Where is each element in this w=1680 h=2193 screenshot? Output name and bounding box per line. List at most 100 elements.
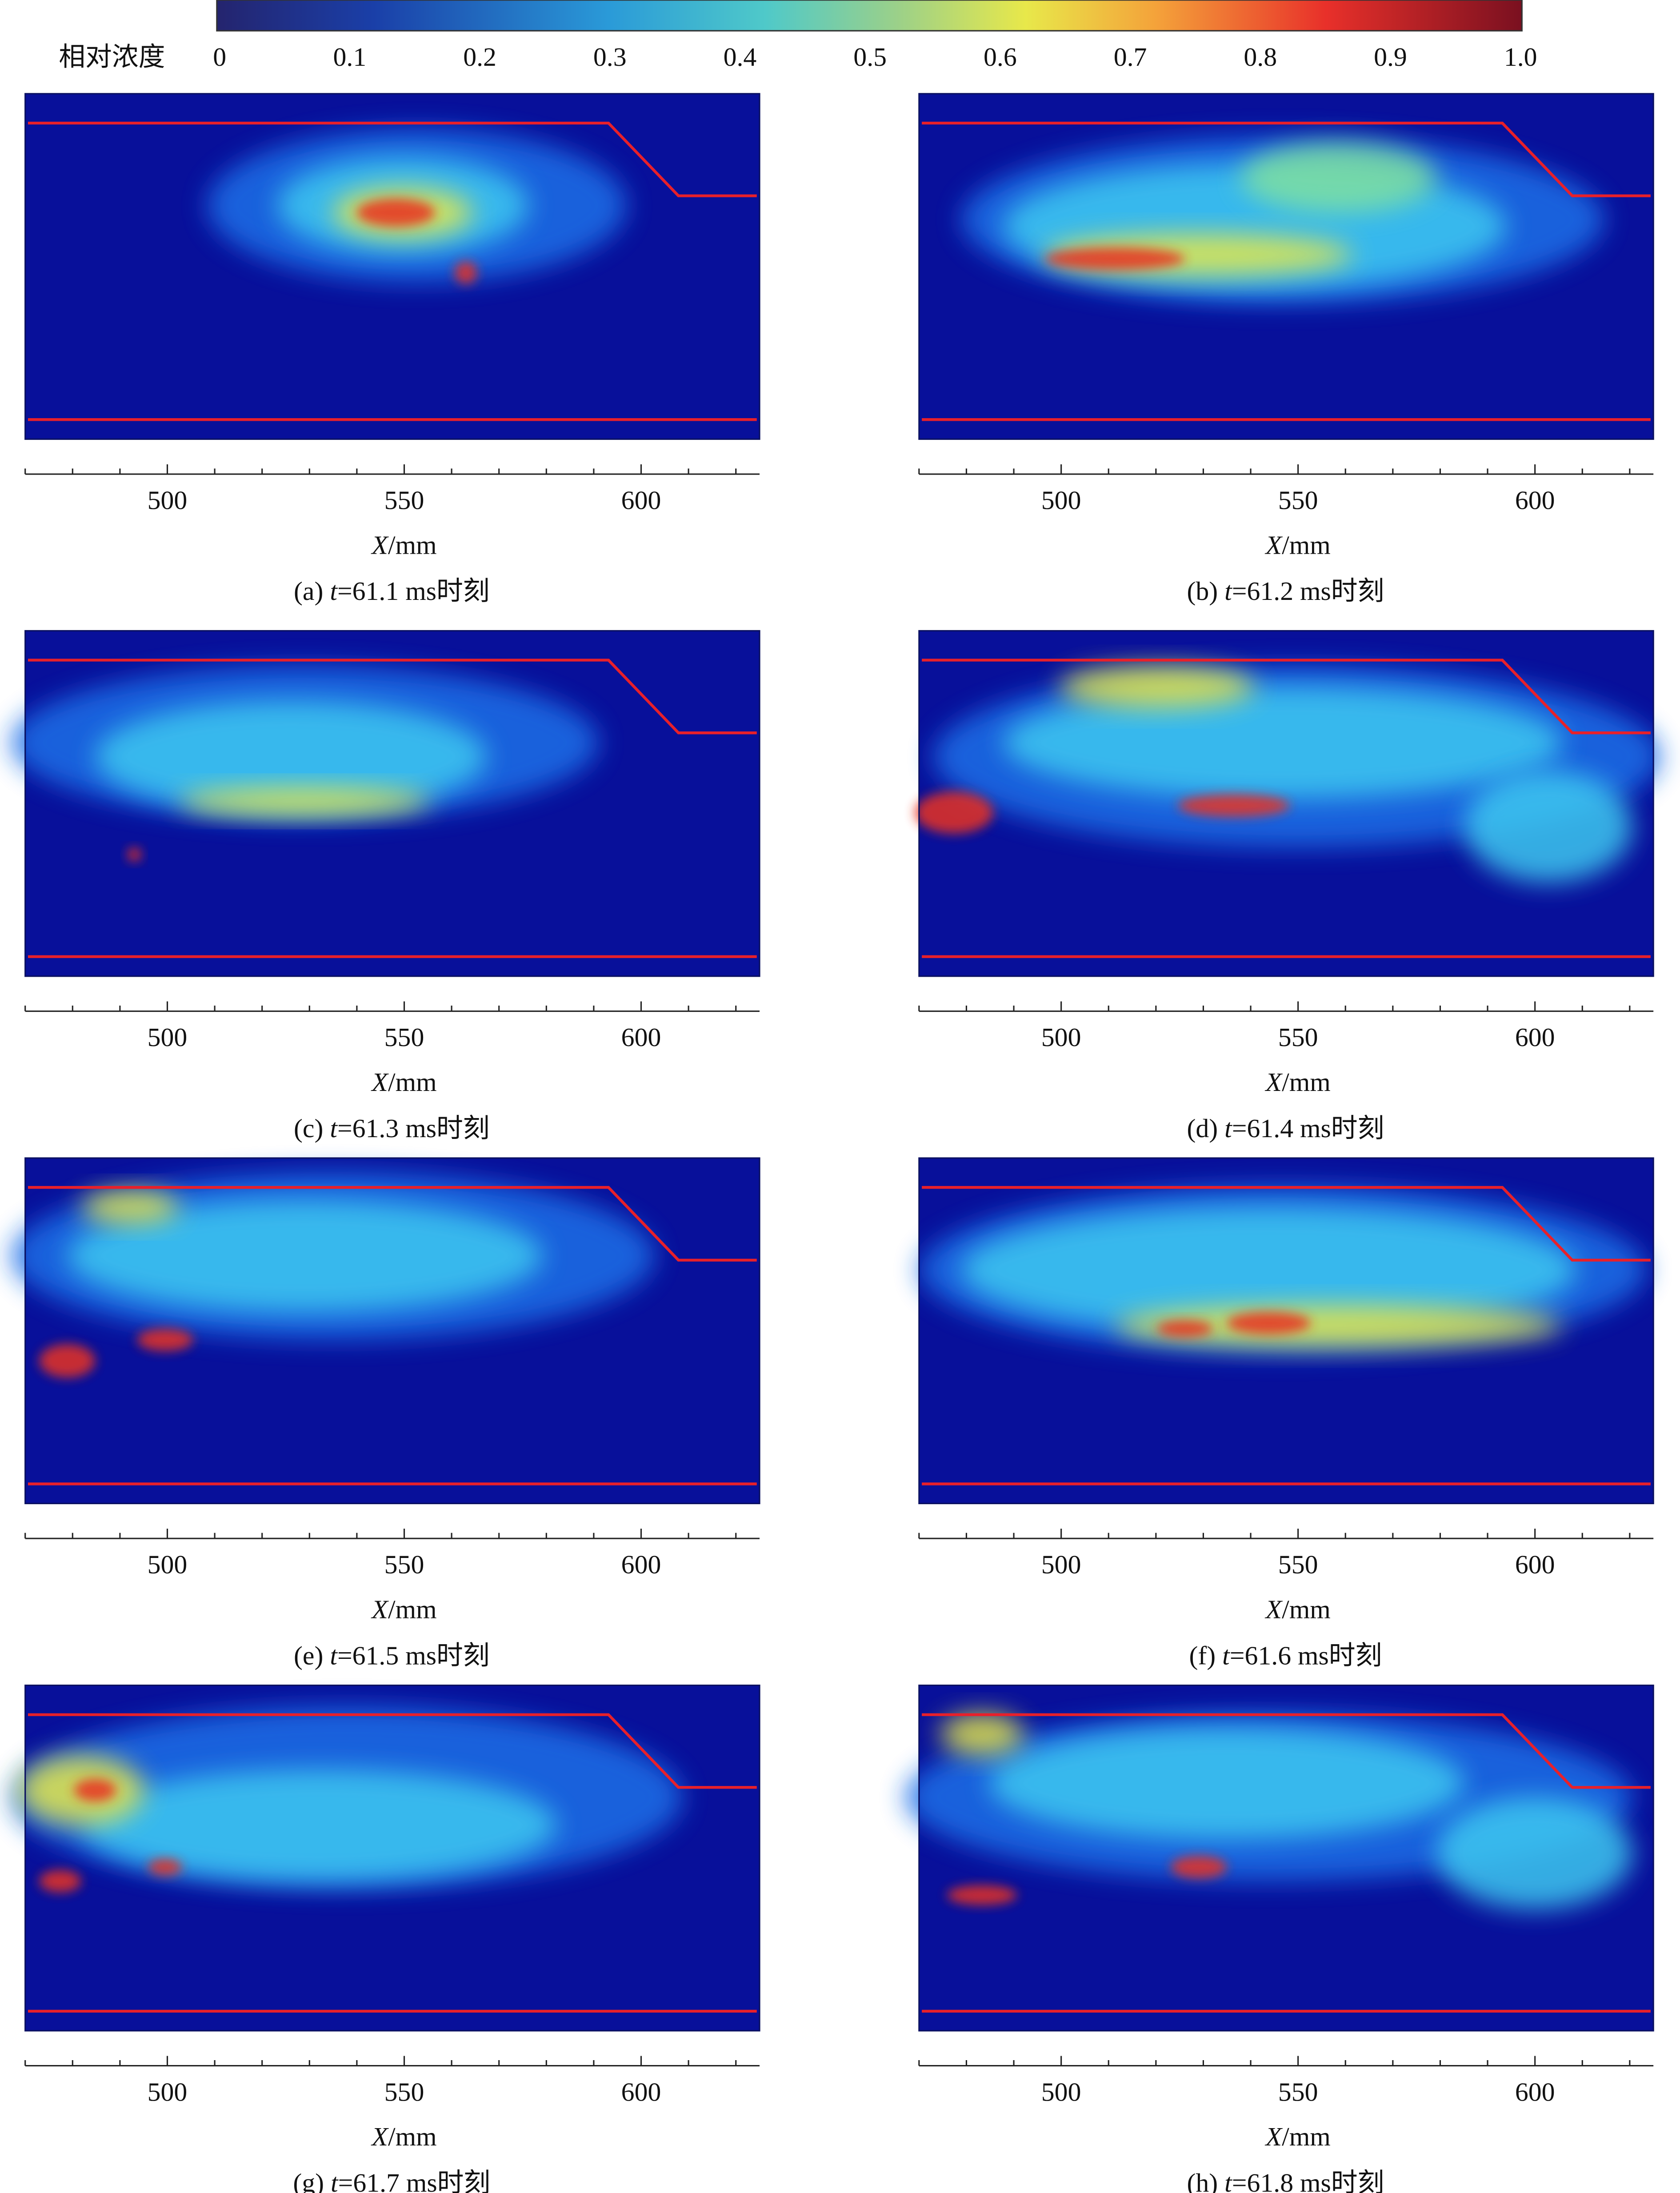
panel-caption: (d) t=61.4 ms时刻 [1187, 1114, 1384, 1143]
concentration-blob [1178, 794, 1290, 817]
concentration-blob [915, 791, 993, 834]
panel-frame [918, 630, 1654, 977]
caption-space [1218, 576, 1224, 606]
caption-label: (e) [294, 1641, 323, 1670]
caption-label: (b) [1187, 576, 1218, 606]
panel-frame [918, 1157, 1654, 1504]
caption-label: (g) [293, 2168, 324, 2193]
panel: 500 550 600 X/mm (d) t=61.4 ms时刻 [915, 630, 1660, 1143]
concentration-blob [127, 847, 141, 862]
x-axis-unit: /mm [1282, 1594, 1331, 1624]
caption-space [323, 1114, 330, 1143]
caption-text: =61.3 ms时刻 [337, 1114, 490, 1143]
panel-frame [24, 1684, 760, 2032]
concentration-blob [67, 1200, 543, 1312]
colorbar-label: 相对浓度 [59, 42, 165, 72]
caption-var: t [331, 2168, 339, 2193]
wall-top [28, 121, 757, 197]
x-axis-unit: /mm [1282, 530, 1331, 559]
x-tick-label: 500 [1041, 2077, 1081, 2106]
caption-space [1216, 1641, 1222, 1670]
colorbar-tick-label: 0.6 [984, 42, 1017, 72]
x-tick-label: 500 [148, 486, 188, 515]
x-tick-label: 550 [384, 1023, 424, 1052]
x-tick-label: 600 [1515, 1550, 1555, 1579]
caption-label: (a) [294, 576, 323, 606]
concentration-blob [989, 1727, 1465, 1839]
panel: 500 550 600 X/mm (c) t=61.3 ms时刻 [11, 630, 760, 1143]
caption-var: t [1224, 576, 1232, 606]
x-axis-label: X/mm [371, 2122, 436, 2151]
concentration-blob [454, 261, 477, 284]
concentration-blob [95, 700, 487, 813]
concentration-blob [1436, 1797, 1632, 1909]
caption-space [1218, 2168, 1224, 2193]
caption-var: t [330, 1641, 338, 1670]
caption-text: =61.5 ms时刻 [337, 1641, 490, 1670]
x-axis-label: X/mm [371, 1067, 436, 1097]
caption-space [1218, 1114, 1224, 1143]
x-tick-label: 500 [1041, 1023, 1081, 1052]
x-tick-label: 500 [1041, 486, 1081, 515]
panel-frame [24, 93, 760, 440]
caption-label: (f) [1189, 1641, 1216, 1670]
panel: 500 550 600 X/mm (g) t=61.7 ms时刻 [11, 1684, 760, 2193]
caption-label: (d) [1187, 1114, 1218, 1143]
x-axis-unit: /mm [388, 2122, 437, 2151]
caption-var: t [1222, 1641, 1230, 1670]
concentration-blob [1240, 143, 1437, 213]
caption-text: =61.8 ms时刻 [1232, 2168, 1384, 2193]
panel: 500 550 600 X/mm (e) t=61.5 ms时刻 [11, 1157, 760, 1670]
colorbar-tick-label: 0.1 [333, 42, 366, 72]
x-tick-label: 550 [1278, 1023, 1318, 1052]
panel-caption: (h) t=61.8 ms时刻 [1187, 2168, 1384, 2193]
concentration-blob [947, 1885, 1017, 1905]
concentration-blob [39, 1344, 96, 1378]
panel: 500 550 600 X/mm (a) t=61.1 ms时刻 [24, 93, 760, 606]
x-tick-label: 500 [148, 2077, 188, 2106]
wall-top [922, 1186, 1651, 1262]
x-axis-label: X/mm [1265, 1594, 1331, 1624]
x-axis-var: X [1265, 1594, 1283, 1624]
concentration-blob [356, 198, 435, 227]
wall-top [28, 1713, 757, 1789]
x-tick-label: 550 [384, 1550, 424, 1579]
colorbar-tick-label: 0 [213, 42, 226, 72]
concentration-blob [1059, 666, 1255, 708]
concentration-blob [1156, 1320, 1213, 1337]
colorbar-tick-label: 0.2 [463, 42, 496, 72]
x-tick-label: 600 [621, 1550, 661, 1579]
caption-var: t [1224, 1114, 1232, 1143]
concentration-blob [961, 1207, 1577, 1333]
x-axis-var: X [371, 530, 389, 559]
x-axis-label: X/mm [1265, 1067, 1331, 1097]
x-axis-label: X/mm [1265, 2122, 1331, 2151]
panel: 500 550 600 X/mm (b) t=61.2 ms时刻 [918, 93, 1654, 606]
caption-space [324, 2168, 331, 2193]
concentration-blob [1115, 1305, 1563, 1347]
panel-frame [918, 93, 1654, 440]
caption-var: t [1224, 2168, 1232, 2193]
caption-space [323, 576, 330, 606]
x-axis-unit: /mm [388, 1594, 437, 1624]
colorbar-tick-label: 0.8 [1244, 42, 1277, 72]
panel-frame [24, 630, 760, 977]
wall-top [28, 1186, 757, 1262]
concentration-blob [81, 1769, 557, 1881]
concentration-blob [1003, 687, 1563, 799]
panel-frame [24, 1157, 760, 1504]
x-tick-label: 600 [621, 1023, 661, 1052]
x-tick-label: 600 [1515, 2077, 1555, 2106]
panel-caption: (e) t=61.5 ms时刻 [294, 1641, 490, 1670]
caption-text: =61.1 ms时刻 [337, 576, 490, 606]
caption-var: t [330, 1114, 338, 1143]
x-tick-label: 600 [1515, 486, 1555, 515]
x-axis-unit: /mm [1282, 2122, 1331, 2151]
panel-caption: (b) t=61.2 ms时刻 [1187, 576, 1384, 606]
x-axis-unit: /mm [388, 1067, 437, 1097]
x-axis-var: X [371, 1594, 389, 1624]
concentration-blob [1045, 248, 1185, 270]
concentration-blob [1227, 1312, 1311, 1334]
wall-top [922, 1713, 1651, 1789]
concentration-blob [179, 787, 431, 815]
